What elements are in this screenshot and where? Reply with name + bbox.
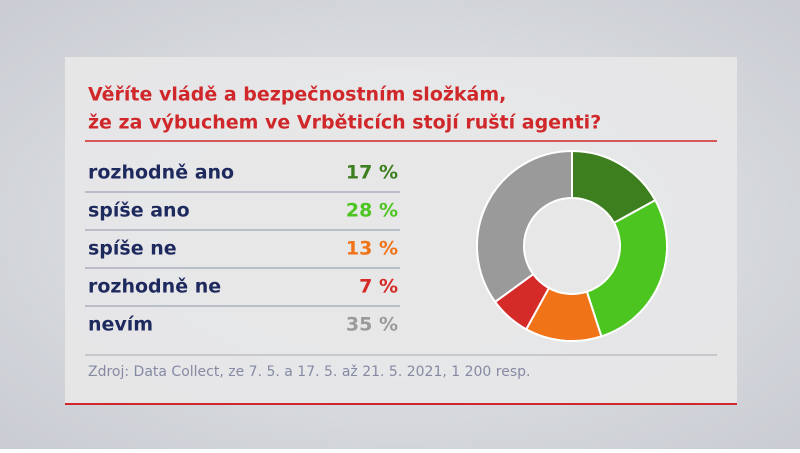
value-label: 17 % xyxy=(346,162,398,184)
value-label: 7 % xyxy=(359,276,398,298)
category-label: rozhodně ano xyxy=(88,162,234,184)
donut-segment xyxy=(585,198,668,338)
category-label: spíše ano xyxy=(88,200,190,222)
value-label: 13 % xyxy=(346,238,398,260)
title-line: že za výbuchem ve Vrběticích stojí ruští… xyxy=(88,112,601,134)
category-label: rozhodně ne xyxy=(88,276,221,298)
title-line: Věříte vládě a bezpečnostním složkám, xyxy=(88,84,506,106)
source: Zdroj: Data Collect, ze 7. 5. a 17. 5. a… xyxy=(88,364,530,380)
value-label: 35 % xyxy=(346,314,398,336)
value-label: 28 % xyxy=(346,200,398,222)
category-label: spíše ne xyxy=(88,238,177,260)
donut-segment xyxy=(476,149,573,304)
category-label: nevím xyxy=(88,314,153,336)
